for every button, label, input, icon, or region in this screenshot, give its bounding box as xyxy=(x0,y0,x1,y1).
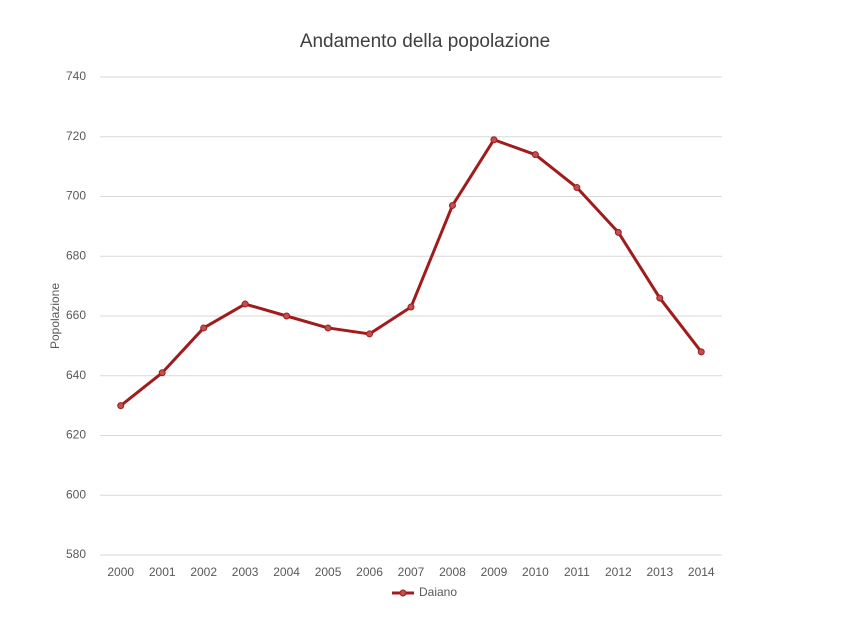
x-tick-label: 2004 xyxy=(273,565,300,579)
y-tick-label: 720 xyxy=(66,129,86,143)
x-tick-label: 2014 xyxy=(688,565,715,579)
x-tick-label: 2008 xyxy=(439,565,466,579)
x-tick-label: 2006 xyxy=(356,565,383,579)
y-tick-label: 660 xyxy=(66,308,86,322)
point-marker xyxy=(697,348,705,356)
x-tick-label: 2007 xyxy=(398,565,425,579)
x-tick-label: 2005 xyxy=(315,565,342,579)
x-tick-label: 2012 xyxy=(605,565,632,579)
point-marker xyxy=(283,312,291,320)
x-tick-label: 2002 xyxy=(190,565,217,579)
point-marker xyxy=(531,151,539,159)
point-marker xyxy=(448,201,456,209)
y-tick-label: 740 xyxy=(66,69,86,83)
point-marker xyxy=(158,369,166,377)
point-marker xyxy=(241,300,249,308)
point-marker xyxy=(407,303,415,311)
x-tick-label: 2010 xyxy=(522,565,549,579)
y-tick-label: 680 xyxy=(66,248,86,262)
y-tick-label: 700 xyxy=(66,189,86,203)
x-tick-label: 2000 xyxy=(107,565,134,579)
point-marker xyxy=(117,402,125,410)
x-tick-label: 2009 xyxy=(481,565,508,579)
x-tick-label: 2013 xyxy=(646,565,673,579)
point-marker xyxy=(200,324,208,332)
point-marker xyxy=(656,294,664,302)
point-marker xyxy=(614,228,622,236)
y-tick-label: 640 xyxy=(66,368,86,382)
series-line xyxy=(119,138,703,407)
x-tick-label: 2011 xyxy=(564,565,590,579)
y-tick-label: 620 xyxy=(66,428,86,442)
chart-title: Andamento della popolazione xyxy=(300,31,550,52)
point-marker xyxy=(490,136,498,144)
y-tick-label: 600 xyxy=(66,487,86,501)
x-tick-label: 2003 xyxy=(232,565,259,579)
point-marker xyxy=(324,324,332,332)
legend-label: Daiano xyxy=(419,585,457,599)
point-marker xyxy=(366,330,374,338)
y-axis-title: Popolazione xyxy=(48,283,62,349)
x-tick-label: 2001 xyxy=(149,565,176,579)
point-marker xyxy=(573,184,581,192)
y-tick-label: 580 xyxy=(66,547,86,561)
legend-marker xyxy=(399,589,407,597)
